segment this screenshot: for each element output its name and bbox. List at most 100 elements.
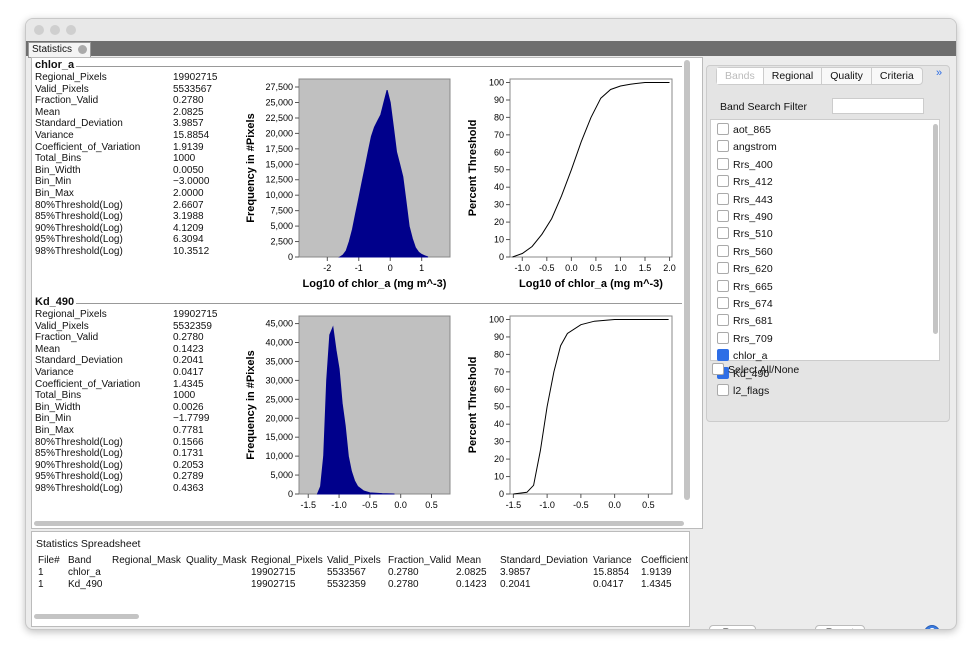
stat-value: 0.7781 <box>173 425 204 436</box>
checkbox[interactable] <box>717 175 729 188</box>
checkbox[interactable] <box>717 244 729 257</box>
checkbox[interactable] <box>717 192 729 205</box>
x-tick-label: 0.5 <box>590 263 603 273</box>
x-tick-label: 0.5 <box>425 500 438 510</box>
band-list: aot_865 angstrom Rrs_400 Rrs_412 Rrs_443 Rrs_… <box>710 119 940 397</box>
y-tick-label: 100 <box>489 314 504 324</box>
cumulative-line <box>512 82 670 258</box>
cell: chlor_a <box>68 567 101 578</box>
band-item[interactable]: l2_flags <box>717 384 769 397</box>
stat-value: 3.1988 <box>173 211 204 223</box>
x-tick-label: -1.0 <box>539 500 555 510</box>
checkbox[interactable] <box>712 363 724 375</box>
stat-label: Coefficient_of_Variation <box>35 141 141 153</box>
band-name: Rrs_560 <box>733 245 773 258</box>
checkbox[interactable] <box>717 279 729 292</box>
band-name: Rrs_620 <box>733 263 773 276</box>
filter-input[interactable] <box>832 98 924 114</box>
button[interactable]: Run <box>709 625 756 629</box>
y-tick-label: 22,500 <box>265 113 293 123</box>
zoom-button[interactable] <box>66 25 76 35</box>
stat-value: 0.4363 <box>173 483 204 494</box>
stat-label: Valid_Pixels <box>35 320 89 332</box>
help-button[interactable]: ? <box>924 625 940 629</box>
option-tab[interactable]: Criteria <box>870 68 922 84</box>
cumulative-chart: 0 10 20 30 40 50 60 70 80 90 100 -1.5 -1.0 -0.5 0.0 0.5… <box>467 314 673 510</box>
stat-label: Total_Bins <box>35 153 82 165</box>
band-item[interactable]: Rrs_620 <box>717 262 773 275</box>
band-item[interactable]: Rrs_510 <box>717 227 773 240</box>
y-tick-label: 60 <box>494 384 504 394</box>
option-tab[interactable]: Bands <box>717 68 763 84</box>
x-axis-label: Log10 of chlor_a (mg m^-3) <box>303 278 447 290</box>
band-item[interactable]: Rrs_443 <box>717 192 773 206</box>
checkbox[interactable] <box>717 262 729 275</box>
spreadsheet-scrollbar[interactable] <box>34 614 139 619</box>
stat-label: Fraction_Valid <box>35 95 99 107</box>
stat-value: 5532359 <box>173 320 212 332</box>
band-item[interactable]: Rrs_681 <box>717 314 773 327</box>
band-item[interactable]: Rrs_560 <box>717 244 773 258</box>
horizontal-scrollbar[interactable] <box>34 521 684 526</box>
option-tab[interactable]: Regional <box>762 68 821 84</box>
column-header: Coefficient <box>641 555 689 566</box>
tab[interactable]: Statistics <box>28 42 92 58</box>
option-tab[interactable]: Quality <box>821 68 871 84</box>
y-tick-label: 10 <box>494 235 504 245</box>
close-button[interactable] <box>34 25 44 35</box>
band-name: Kd_490 <box>733 367 770 380</box>
band-item[interactable]: aot_865 <box>717 123 771 136</box>
stat-label: Standard_Deviation <box>35 118 123 130</box>
band-item[interactable]: chlor_a <box>717 349 767 362</box>
stat-value: 1000 <box>173 153 196 165</box>
band-item[interactable]: Rrs_665 <box>717 279 773 293</box>
cell: 1.4345 <box>641 579 672 590</box>
stat-value: 0.2053 <box>173 459 204 471</box>
checkbox[interactable] <box>717 210 729 222</box>
button[interactable]: Reset <box>815 625 865 629</box>
checkbox[interactable] <box>717 123 729 135</box>
stat-label: 90%Threshold(Log) <box>35 459 123 471</box>
stat-label: Valid_Pixels <box>35 83 89 95</box>
stat-label: 80%Threshold(Log) <box>35 436 123 448</box>
y-tick-label: 25,000 <box>265 394 293 404</box>
y-tick-label: 10,000 <box>265 190 293 200</box>
checkbox[interactable] <box>717 331 729 344</box>
select-all[interactable]: Select All/None <box>712 363 799 376</box>
minimize-button[interactable] <box>50 25 60 35</box>
more-tabs[interactable]: » <box>936 67 943 79</box>
column-header: Standard_Deviation <box>500 555 588 566</box>
tab-close[interactable] <box>78 45 88 54</box>
checkbox[interactable] <box>717 227 729 240</box>
band-item[interactable]: angstrom <box>717 140 777 153</box>
stat-value: 1000 <box>173 390 196 402</box>
column-header: File# <box>38 555 60 566</box>
cell: 2.0825 <box>456 567 487 578</box>
stat-value: 15.8854 <box>173 130 210 141</box>
stat-value: 0.2789 <box>173 471 204 483</box>
band-item[interactable]: Rrs_709 <box>717 331 773 345</box>
y-tick-label: 0 <box>288 252 293 262</box>
vertical-scrollbar[interactable] <box>684 60 690 500</box>
checkbox[interactable] <box>717 314 729 327</box>
band-item[interactable]: Rrs_400 <box>717 157 773 171</box>
band-item[interactable]: Rrs_490 <box>717 210 773 223</box>
cell: 1 <box>38 567 44 578</box>
y-tick-label: 5,000 <box>270 221 293 231</box>
band-item[interactable]: Rrs_412 <box>717 175 773 188</box>
list-scrollbar[interactable] <box>933 124 938 334</box>
stat-value: 5533567 <box>173 83 212 95</box>
stat-label: 85%Threshold(Log) <box>35 448 123 460</box>
x-tick-label: -1.5 <box>300 500 316 510</box>
stat-value: 0.0417 <box>173 367 204 378</box>
checkbox[interactable] <box>717 384 729 396</box>
band-item[interactable]: Rrs_674 <box>717 297 773 310</box>
checkbox[interactable] <box>717 297 729 309</box>
checkbox[interactable] <box>717 157 729 170</box>
stat-value: 6.3094 <box>173 234 204 246</box>
checkbox[interactable] <box>717 140 729 153</box>
checkbox[interactable] <box>717 349 729 362</box>
cell: 15.8854 <box>593 567 630 578</box>
y-tick-label: 20,000 <box>265 128 293 138</box>
column-header: Regional_Mask <box>112 555 181 566</box>
